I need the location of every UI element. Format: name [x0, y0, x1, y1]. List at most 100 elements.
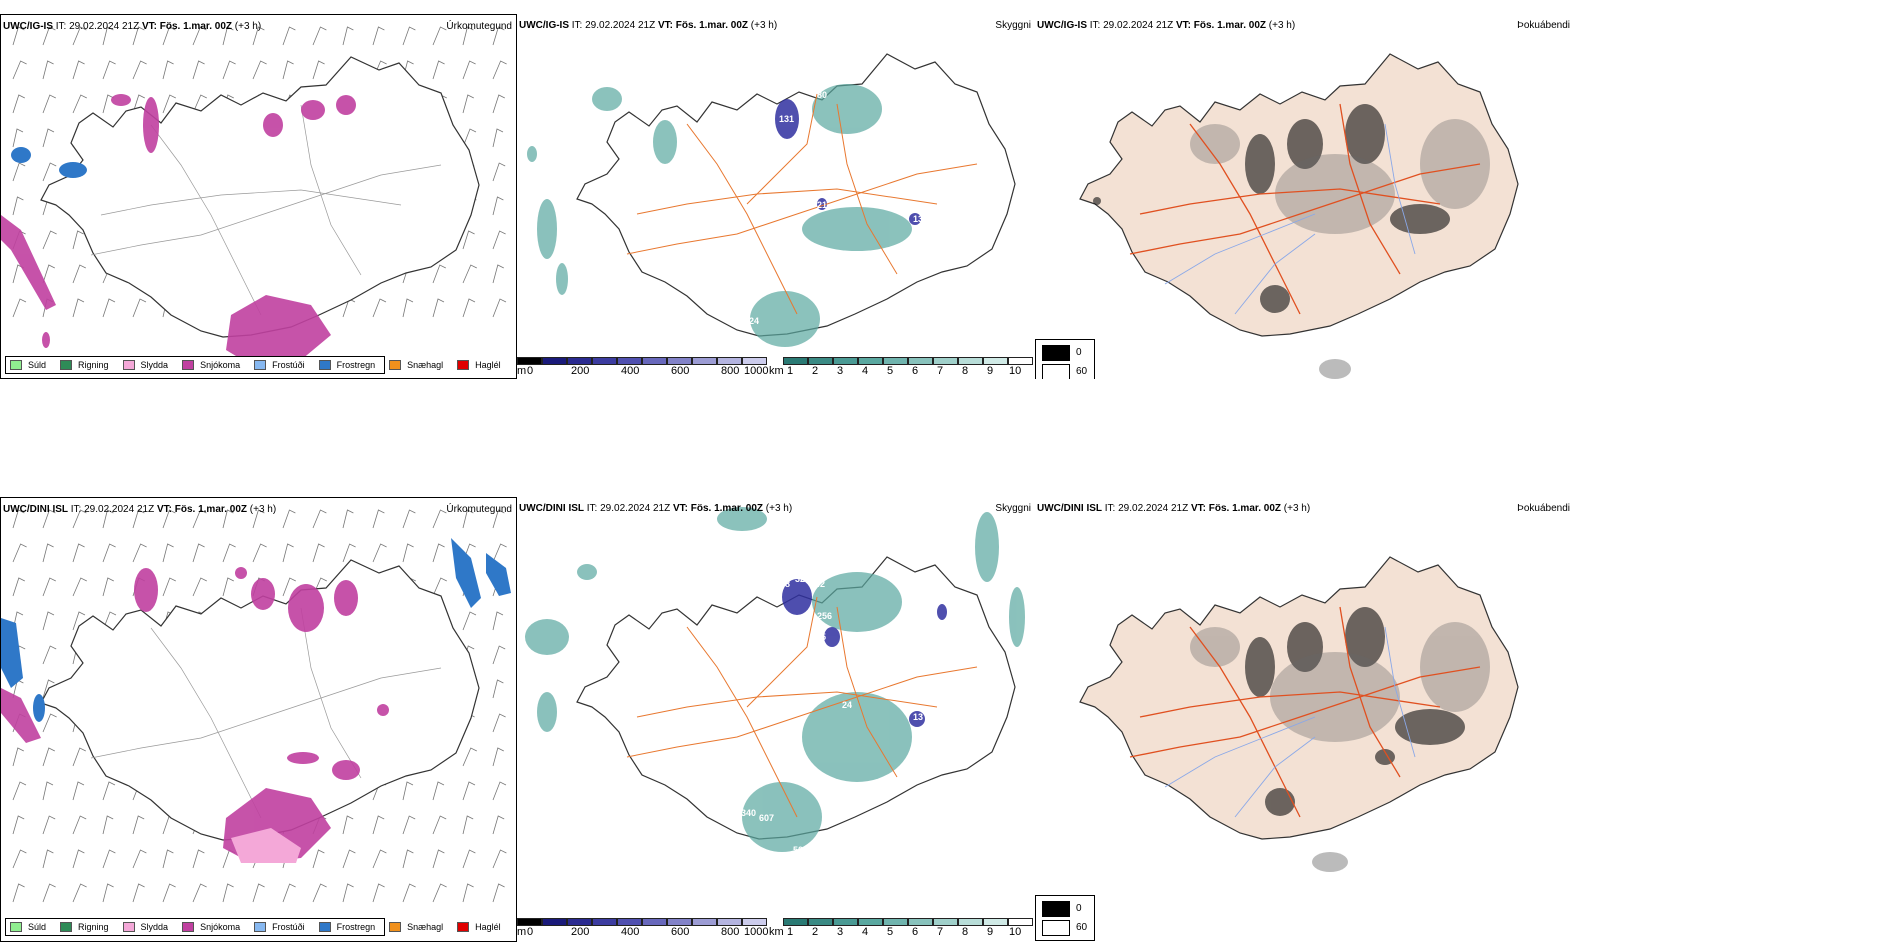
legend-item: Snjókoma	[182, 922, 240, 932]
legend-swatch	[457, 922, 470, 932]
wind-barb	[222, 60, 236, 80]
model-name: UWC/DINI ISL	[1037, 503, 1102, 514]
wind-barb	[402, 509, 416, 529]
vis-label: 340	[741, 808, 756, 818]
cbar-seg	[667, 918, 692, 926]
roads-lines	[1129, 103, 1481, 315]
wind-barb	[492, 196, 504, 216]
legend-label: Snæhagl	[407, 360, 444, 370]
cbar-tick: 8	[962, 926, 969, 938]
wind-barb	[342, 26, 354, 46]
wind-barb	[12, 543, 27, 563]
model-name: UWC/IG-IS	[1037, 20, 1087, 31]
wind-barb	[72, 883, 87, 903]
wind-barb	[312, 543, 325, 563]
visibility-teal	[527, 84, 912, 347]
panel-title: UWC/IG-IS IT: 29.02.2024 21Z VT: Fös. 1.…	[3, 21, 261, 32]
wind-barb	[12, 781, 27, 801]
wind-barb	[12, 849, 27, 869]
roads-lines	[626, 93, 978, 315]
vis-label: 298	[775, 579, 790, 589]
fog-high-areas	[1245, 607, 1465, 816]
wind-barb	[432, 60, 445, 80]
wind-barb	[102, 815, 114, 835]
wind-barb	[72, 849, 85, 869]
fog-offshore	[1312, 852, 1348, 872]
legend-label: Haglél	[475, 360, 501, 370]
vis-label: 3	[797, 126, 802, 136]
wind-barb	[42, 264, 55, 284]
precip-type-legend: Súld Rigning Slydda Snjókoma Frostúði Fr…	[5, 356, 501, 374]
wind-barb	[342, 883, 354, 903]
vis-label: 501	[793, 845, 808, 855]
cbar-tick: 1	[787, 926, 794, 938]
wind-barb	[252, 509, 265, 529]
vis-label: 24	[842, 700, 852, 710]
wind-barb	[42, 883, 56, 903]
legend-item: Snæhagl	[389, 360, 443, 370]
vis-label: 13	[913, 214, 923, 224]
wind-barb	[342, 849, 356, 869]
cbar-tick: 3	[837, 365, 844, 377]
wind-barb	[72, 509, 87, 529]
wind-barb	[162, 60, 174, 80]
wind-barb	[12, 509, 25, 529]
cbar-seg	[642, 357, 667, 365]
init-time: 29.02.2024 21Z	[585, 20, 656, 31]
cbar-tick: 0	[527, 926, 534, 938]
cbar-seg	[858, 918, 883, 926]
cbar-tick: 800	[721, 365, 740, 377]
wind-barb	[462, 849, 476, 869]
cbar-seg	[908, 357, 933, 365]
wind-barb	[42, 26, 56, 46]
wind-barb	[462, 26, 474, 46]
wind-barb	[42, 781, 54, 801]
visibility-panel-row1: 80 131 3 28 21 13 24 Skyggni UWC/IG-IS I…	[517, 14, 1035, 379]
wind-barb	[222, 509, 234, 529]
legend-label: Snjókoma	[200, 922, 241, 932]
valid-time-label: VT:	[657, 20, 673, 31]
wind-barb	[492, 264, 504, 284]
sleet-area	[231, 828, 301, 863]
cbar-tick: 1000	[744, 926, 769, 938]
valid-time-label: VT:	[1190, 503, 1206, 514]
model-name: UWC/IG-IS	[519, 20, 569, 31]
cbar-seg	[742, 918, 767, 926]
wind-barb	[162, 577, 176, 597]
legend-swatch	[60, 360, 73, 370]
wind-barb	[42, 577, 56, 597]
visibility-colorbar-km: km 1 2 3 4 5 6 7 8 9 10	[769, 918, 1035, 940]
wind-barb	[192, 26, 207, 46]
wind-barb	[462, 883, 474, 903]
valid-time: Fös. 1.mar. 00Z	[675, 20, 749, 31]
vis-label: 255	[811, 632, 826, 642]
valid-time: Fös. 1.mar. 00Z	[174, 504, 248, 515]
cbar-seg	[958, 357, 983, 365]
model-name: UWC/DINI ISL	[3, 504, 68, 515]
cbar-seg	[517, 918, 542, 926]
legend-swatch	[182, 922, 195, 932]
wind-barb	[42, 543, 54, 563]
cbar-seg	[983, 357, 1008, 365]
cbar-unit: km	[769, 926, 784, 938]
wind-barb	[492, 509, 505, 529]
init-time-label: IT:	[586, 503, 598, 514]
cbar-tick: 0	[527, 365, 534, 377]
cbar-unit: m	[517, 365, 527, 377]
parameter-name: Skyggni	[995, 503, 1031, 514]
legend-swatch	[122, 360, 135, 370]
valid-time: Fös. 1.mar. 00Z	[690, 503, 764, 514]
visibility-colorbar-m: m 0 200 400 600 800 1000	[517, 918, 769, 940]
fog-legend-low-swatch	[1042, 364, 1070, 379]
rivers-lines	[1164, 123, 1416, 315]
legend-label: Súld	[28, 922, 47, 932]
wind-barb	[492, 781, 507, 801]
wind-barb	[252, 60, 267, 80]
wind-barb	[492, 849, 507, 869]
cbar-tick: 3	[837, 926, 844, 938]
wind-barb	[192, 543, 205, 563]
precip-type-map-row2	[1, 509, 511, 903]
wind-barb	[12, 747, 24, 767]
wind-barb	[462, 230, 475, 250]
fog-indicator-panel-row1: UWC/IG-IS IT: 29.02.2024 21Z VT: Fös. 1.…	[1035, 14, 1570, 379]
